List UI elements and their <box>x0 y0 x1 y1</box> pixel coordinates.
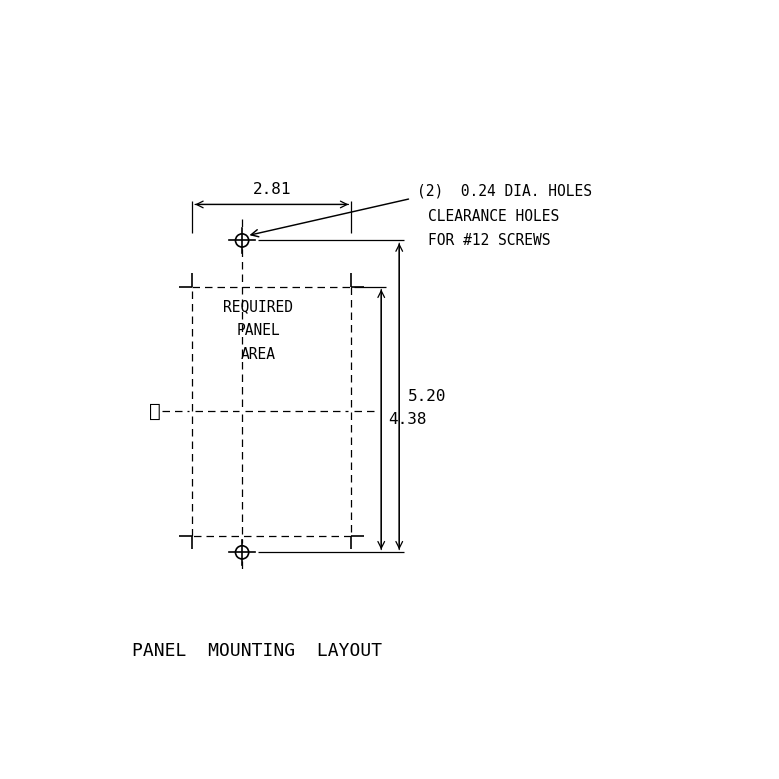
Text: 2.81: 2.81 <box>252 182 291 197</box>
Text: (2)  0.24 DIA. HOLES: (2) 0.24 DIA. HOLES <box>418 183 592 199</box>
Text: CLEARANCE HOLES: CLEARANCE HOLES <box>428 210 559 224</box>
Text: AREA: AREA <box>241 347 276 362</box>
Text: PANEL  MOUNTING  LAYOUT: PANEL MOUNTING LAYOUT <box>132 643 382 661</box>
Text: ℄: ℄ <box>149 402 160 421</box>
Text: FOR #12 SCREWS: FOR #12 SCREWS <box>428 233 551 249</box>
Text: 4.38: 4.38 <box>389 412 427 427</box>
Text: PANEL: PANEL <box>236 323 280 338</box>
Text: 5.20: 5.20 <box>408 389 446 404</box>
Text: REQUIRED: REQUIRED <box>224 299 293 314</box>
